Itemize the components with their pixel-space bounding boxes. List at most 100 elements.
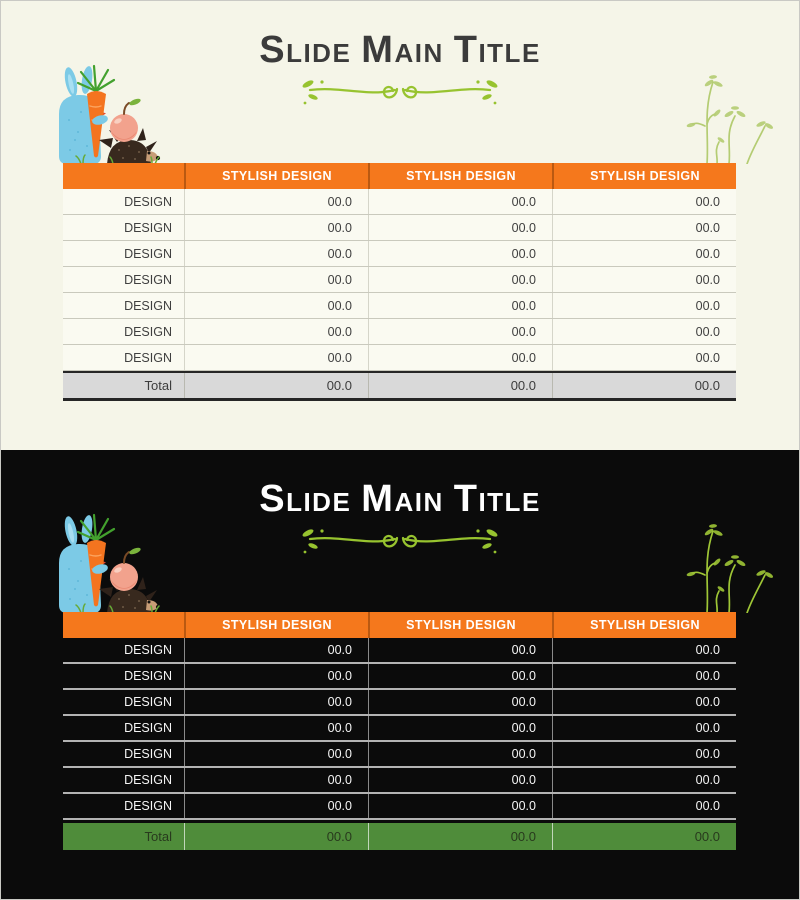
plant-illustration [686, 524, 773, 613]
total-value: 00.0 [552, 373, 736, 398]
cell-value: 00.0 [368, 319, 552, 344]
cell-value: 00.0 [552, 293, 736, 318]
cell-value: 00.0 [552, 215, 736, 240]
row-label: DESIGN [124, 246, 172, 261]
data-table: STYLISH DESIGN STYLISH DESIGN STYLISH DESI… [63, 163, 736, 401]
apple-icon [110, 98, 141, 142]
total-value: 00.0 [184, 823, 368, 850]
cell-value: 00.0 [184, 664, 368, 688]
apple-icon [110, 547, 141, 591]
table-row: DESIGN 00.0 00.0 00.0 [63, 189, 736, 215]
title-word: title [453, 29, 541, 71]
cell-value: 00.0 [368, 189, 552, 214]
cell-value: 00.0 [552, 664, 736, 688]
slide-light-theme: Slide main title [1, 1, 799, 450]
cell-value: 00.0 [368, 664, 552, 688]
slide-dark-theme: Slide main title [1, 450, 799, 899]
row-label: DESIGN [124, 643, 172, 657]
column-header: STYLISH DESIGN [184, 163, 368, 189]
cell-value: 00.0 [552, 189, 736, 214]
cell-value: 00.0 [368, 716, 552, 740]
cell-value: 00.0 [184, 690, 368, 714]
cell-value: 00.0 [184, 794, 368, 818]
rabbit-hedgehog-illustration [59, 64, 161, 164]
cell-value: 00.0 [552, 716, 736, 740]
column-header: STYLISH DESIGN [552, 163, 736, 189]
table-row: DESIGN 00.0 00.0 00.0 [63, 241, 736, 267]
cell-value: 00.0 [184, 345, 368, 370]
cell-value: 00.0 [552, 267, 736, 292]
cell-value: 00.0 [368, 794, 552, 818]
cell-value: 00.0 [368, 293, 552, 318]
cell-value: 00.0 [184, 319, 368, 344]
total-row: Total 00.0 00.0 00.0 [63, 820, 736, 850]
total-label: Total [144, 378, 172, 393]
column-header: STYLISH DESIGN [368, 612, 552, 638]
title-word: Slide [259, 478, 352, 520]
table-row: DESIGN 00.0 00.0 00.0 [63, 267, 736, 293]
cell-value: 00.0 [552, 319, 736, 344]
column-header: STYLISH DESIGN [552, 612, 736, 638]
total-row: Total 00.0 00.0 00.0 [63, 371, 736, 401]
cell-value: 00.0 [552, 638, 736, 662]
row-label: DESIGN [124, 669, 172, 683]
total-value: 00.0 [368, 373, 552, 398]
cell-value: 00.0 [552, 768, 736, 792]
cell-value: 00.0 [552, 794, 736, 818]
row-label: DESIGN [124, 350, 172, 365]
hedgehog-with-apple-icon [99, 98, 161, 164]
cell-value: 00.0 [184, 768, 368, 792]
title-word: title [453, 478, 541, 520]
cell-value: 00.0 [552, 345, 736, 370]
row-label: DESIGN [124, 773, 172, 787]
cell-value: 00.0 [184, 215, 368, 240]
table-row: DESIGN 00.0 00.0 00.0 [63, 768, 736, 794]
title-word: main [361, 29, 444, 71]
header-cell-blank [63, 612, 184, 638]
cell-value: 00.0 [368, 742, 552, 766]
table-row: DESIGN 00.0 00.0 00.0 [63, 690, 736, 716]
row-label: DESIGN [124, 747, 172, 761]
cell-value: 00.0 [368, 768, 552, 792]
table-row: DESIGN 00.0 00.0 00.0 [63, 293, 736, 319]
plant-illustration [686, 75, 773, 164]
row-label: DESIGN [124, 324, 172, 339]
cell-value: 00.0 [552, 241, 736, 266]
cell-value: 00.0 [184, 189, 368, 214]
table-row: DESIGN 00.0 00.0 00.0 [63, 794, 736, 820]
title-word: Slide [259, 29, 352, 71]
table-row: DESIGN 00.0 00.0 00.0 [63, 638, 736, 664]
page-title: Slide main title [1, 27, 799, 76]
table-row: DESIGN 00.0 00.0 00.0 [63, 742, 736, 768]
table-body: DESIGN 00.0 00.0 00.0 DESIGN 00.0 00.0 0… [63, 638, 736, 820]
cell-value: 00.0 [552, 742, 736, 766]
column-header: STYLISH DESIGN [368, 163, 552, 189]
cell-value: 00.0 [368, 690, 552, 714]
cell-value: 00.0 [368, 267, 552, 292]
flourish-divider-icon [302, 529, 498, 554]
cell-value: 00.0 [368, 345, 552, 370]
total-value: 00.0 [552, 823, 736, 850]
row-label: DESIGN [124, 194, 172, 209]
column-header: STYLISH DESIGN [184, 612, 368, 638]
cell-value: 00.0 [368, 241, 552, 266]
cell-value: 00.0 [184, 267, 368, 292]
total-value: 00.0 [368, 823, 552, 850]
total-label: Total [144, 829, 172, 844]
row-label: DESIGN [124, 695, 172, 709]
rabbit-hedgehog-illustration [59, 513, 161, 613]
cell-value: 00.0 [552, 690, 736, 714]
cell-value: 00.0 [184, 241, 368, 266]
page-title: Slide main title [1, 476, 799, 525]
row-label: DESIGN [124, 721, 172, 735]
cell-value: 00.0 [368, 638, 552, 662]
table-body: DESIGN 00.0 00.0 00.0 DESIGN 00.0 00.0 0… [63, 189, 736, 371]
cell-value: 00.0 [184, 716, 368, 740]
table-header-row: STYLISH DESIGN STYLISH DESIGN STYLISH DESI… [63, 612, 736, 638]
data-table: STYLISH DESIGN STYLISH DESIGN STYLISH DESI… [63, 612, 736, 850]
table-row: DESIGN 00.0 00.0 00.0 [63, 716, 736, 742]
cell-value: 00.0 [184, 293, 368, 318]
cell-value: 00.0 [368, 215, 552, 240]
title-word: main [361, 478, 444, 520]
